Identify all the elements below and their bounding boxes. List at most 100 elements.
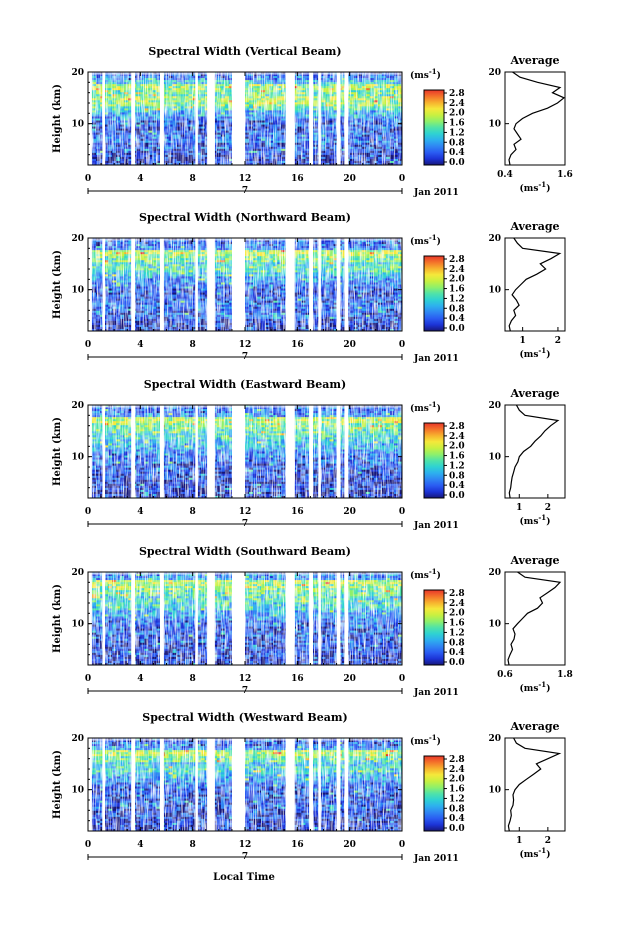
data-gap <box>131 238 136 331</box>
average-y-tick-label: 10 <box>488 786 501 796</box>
x-tick-label: 0 <box>399 840 405 850</box>
data-gap <box>207 572 215 665</box>
average-y-tick-label: 20 <box>488 234 501 244</box>
data-gap <box>207 72 215 165</box>
data-gap <box>344 405 349 498</box>
average-frame <box>504 237 566 332</box>
panel-3: Spectral Width (Eastward Beam)0 4 8 12 16 20 0… <box>52 378 566 531</box>
colorbar <box>423 422 445 499</box>
average-title: Average <box>509 220 559 233</box>
average-x-tick-label: 2 <box>545 836 551 846</box>
panel-title: Spectral Width (Northward Beam) <box>139 211 351 224</box>
average-x-tick-label: 2 <box>545 503 551 513</box>
data-gap <box>195 72 198 165</box>
y-tick-label: 10 <box>71 786 84 796</box>
data-gap <box>231 405 245 498</box>
x-tick-label: 8 <box>190 174 196 184</box>
x-tick-label: 12 <box>239 840 252 850</box>
x-tick-label: 4 <box>137 507 143 517</box>
data-gap <box>309 572 313 665</box>
colorbar-tick-label: 0.4 <box>449 814 465 824</box>
data-gaps <box>88 572 349 665</box>
data-gap <box>131 572 136 665</box>
colorbar <box>423 589 445 666</box>
colorbar-tick-label: 0.0 <box>449 658 465 668</box>
x-tick-label: 16 <box>291 174 304 184</box>
data-gap <box>160 405 164 498</box>
data-gap <box>102 72 105 165</box>
data-gap <box>318 738 321 831</box>
y-tick-label: 20 <box>71 68 84 78</box>
data-gap <box>160 72 164 165</box>
average-title: Average <box>509 54 559 67</box>
colorbar-tick-label: 1.6 <box>449 285 465 295</box>
x-tick-label: 4 <box>137 340 143 350</box>
x-tick-label: 20 <box>343 674 356 684</box>
data-gap <box>131 405 136 498</box>
day-label: 7 <box>242 852 248 862</box>
colorbar-tick-label: 1.6 <box>449 452 465 462</box>
colorbar-unit: (ms-1) <box>410 233 441 248</box>
average-profile-line <box>508 237 562 332</box>
x-tick-label: 16 <box>291 340 304 350</box>
x-tick-label: 12 <box>239 340 252 350</box>
colorbar-unit: (ms-1) <box>410 567 441 582</box>
data-gap <box>102 405 105 498</box>
y-axis-label: Height (km) <box>52 584 63 653</box>
x-tick-label: 4 <box>137 174 143 184</box>
average-y-tick-label: 20 <box>488 68 501 78</box>
data-gap <box>88 238 92 331</box>
colorbar-unit: (ms-1) <box>410 67 441 82</box>
average-y-tick-label: 10 <box>488 286 501 296</box>
heatmap <box>88 238 403 332</box>
panel-title: Spectral Width (Vertical Beam) <box>148 45 341 58</box>
average-y-tick-label: 20 <box>488 401 501 411</box>
data-gap <box>88 72 92 165</box>
colorbar-tick-label: 1.2 <box>449 294 465 304</box>
data-gaps <box>88 405 349 498</box>
colorbar-tick-label: 0.8 <box>449 471 465 481</box>
data-gap <box>336 238 341 331</box>
data-gap <box>88 405 92 498</box>
data-gaps <box>88 738 349 831</box>
colorbar-tick-label: 2.8 <box>449 589 465 599</box>
x-tick-label: 12 <box>239 674 252 684</box>
heatmap <box>88 72 403 166</box>
panel-2: Spectral Width (Northward Beam)0 4 8 12 16 20… <box>52 211 566 364</box>
colorbar-tick-label: 0.4 <box>449 481 465 491</box>
date-label: Jan 2011 <box>413 354 459 364</box>
data-gap <box>309 72 313 165</box>
average-y-tick-label: 10 <box>488 120 501 130</box>
colorbar-tick-label: 2.8 <box>449 422 465 432</box>
data-gap <box>102 738 105 831</box>
x-tick-label: 0 <box>85 507 91 517</box>
data-gap <box>336 405 341 498</box>
panel-1: Spectral Width (Vertical Beam) 0 4 8 12 16 20 0… <box>52 45 573 198</box>
colorbar-unit: (ms-1) <box>410 400 441 415</box>
data-gap <box>285 572 295 665</box>
average-profile-line <box>508 404 560 499</box>
x-tick-label: 16 <box>291 507 304 517</box>
data-gap <box>195 405 198 498</box>
day-label: 7 <box>242 186 248 196</box>
x-tick-label: 16 <box>291 674 304 684</box>
panel-title: Spectral Width (Southward Beam) <box>139 545 351 558</box>
x-tick-label: 12 <box>239 507 252 517</box>
data-gap <box>318 572 321 665</box>
colorbar-tick-label: 2.8 <box>449 755 465 765</box>
colorbar-tick-label: 0.8 <box>449 804 465 814</box>
data-gap <box>88 572 92 665</box>
colorbar-tick-label: 2.4 <box>449 765 465 775</box>
data-gap <box>344 238 349 331</box>
average-profile-line <box>507 571 562 666</box>
colorbar-tick-label: 2.0 <box>449 109 465 119</box>
colorbar-tick-label: 1.6 <box>449 785 465 795</box>
y-axis-label: Height (km) <box>52 250 63 319</box>
y-tick-label: 20 <box>71 568 84 578</box>
data-gap <box>285 738 295 831</box>
average-title: Average <box>509 554 559 567</box>
average-y-tick-label: 20 <box>488 568 501 578</box>
y-tick-label: 20 <box>71 234 84 244</box>
colorbar-tick-label: 1.2 <box>449 794 465 804</box>
y-tick-label: 10 <box>71 120 84 130</box>
